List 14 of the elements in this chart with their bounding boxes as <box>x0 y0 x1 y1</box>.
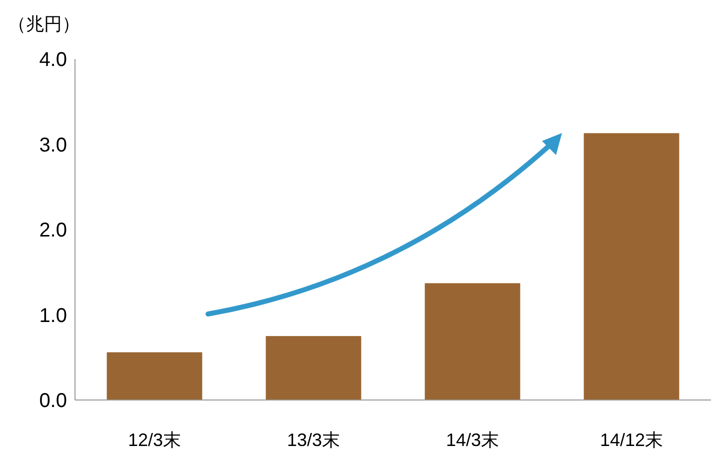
bar <box>584 133 680 400</box>
x-tick-label: 14/3末 <box>446 430 500 450</box>
bar <box>424 283 520 400</box>
y-tick-label: 2.0 <box>39 220 67 242</box>
y-tick-label: 3.0 <box>39 134 67 156</box>
y-axis-title: （兆円） <box>8 14 80 34</box>
x-tick-label: 14/12末 <box>600 430 664 450</box>
y-tick-label: 4.0 <box>39 49 67 71</box>
y-tick-label: 0.0 <box>39 390 67 412</box>
bar <box>106 352 202 400</box>
x-tick-label: 12/3末 <box>128 430 182 450</box>
x-tick-label: 13/3末 <box>286 430 340 450</box>
bar <box>266 336 362 400</box>
y-tick-label: 1.0 <box>39 304 67 327</box>
